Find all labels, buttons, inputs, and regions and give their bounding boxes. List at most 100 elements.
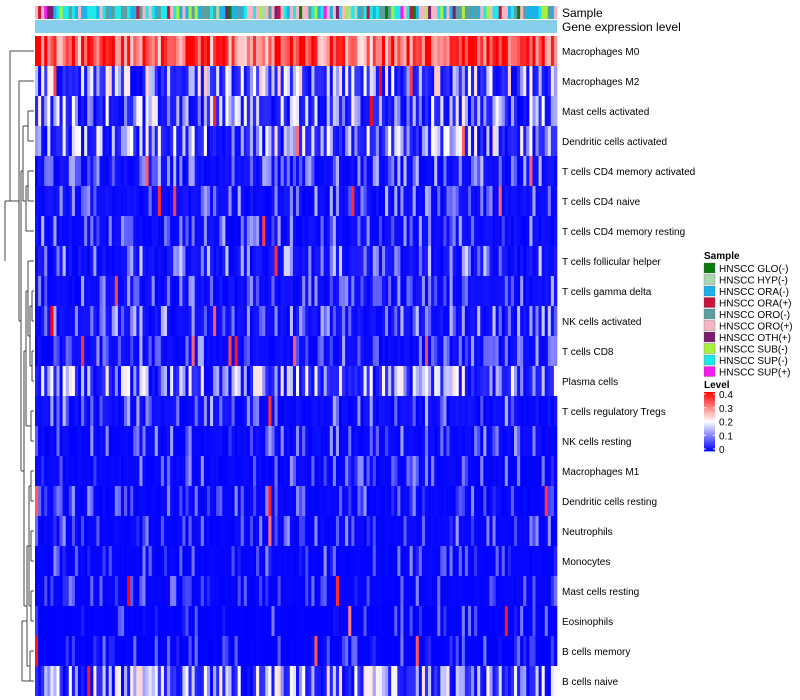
heatmap-cell [74,486,79,516]
heatmap-cell [431,606,435,636]
heatmap-cell [323,36,328,66]
heatmap-cell [120,66,125,96]
heatmap-cell [357,66,361,96]
heatmap-cell [117,636,122,666]
heatmap-cell [271,216,275,246]
heatmap-cell [489,456,493,486]
heatmap-cell [308,186,312,216]
heatmap-cell [240,606,245,636]
heatmap-cell [87,666,91,696]
heatmap-cell [434,276,438,306]
heatmap-cell [253,636,257,666]
heatmap-cell [394,126,398,156]
sample-annotation-cell [523,6,527,19]
heatmap-cell [268,336,272,366]
heatmap-cell [163,216,168,246]
heatmap-cell [403,66,407,96]
heatmap-cell [323,336,328,366]
heatmap-cell [474,636,478,666]
heatmap-cell [216,306,220,336]
heatmap-cell [544,396,549,426]
heatmap-cell [93,336,97,366]
heatmap-cell [136,96,140,126]
heatmap-cell [467,426,472,456]
heatmap-cell [170,96,174,126]
heatmap-cell [495,456,499,486]
heatmap-cell [360,156,364,186]
heatmap-cell [65,36,70,66]
heatmap-cell [243,66,248,96]
heatmap-cell [428,516,432,546]
heatmap-cell [160,186,165,216]
heatmap-cell [342,486,346,516]
heatmap-cell [259,306,263,336]
heatmap-cell [283,336,288,366]
heatmap-cell [480,246,484,276]
heatmap-cell [246,396,251,426]
heatmap-cell [188,366,192,396]
heatmap-cell [446,126,450,156]
heatmap-cell [471,576,475,606]
heatmap-cell [231,546,235,576]
heatmap-cell [283,516,288,546]
heatmap-cell [253,216,257,246]
heatmap-cell [41,276,45,306]
heatmap-cell [167,546,171,576]
heatmap-cell [71,336,76,366]
heatmap-cell [526,666,530,696]
heatmap-cell [323,276,328,306]
heatmap-cell [311,216,315,246]
heatmap-cell [145,186,149,216]
heatmap-cell [133,276,137,306]
heatmap-cell [412,126,417,156]
heatmap-cell [378,606,383,636]
heatmap-cell [243,456,248,486]
heatmap-cell [65,126,70,156]
heatmap-cell [326,516,331,546]
heatmap-cell [145,666,149,696]
heatmap-cell [517,366,521,396]
heatmap-cell [259,156,263,186]
heatmap-cell [87,306,91,336]
heatmap-cell [357,186,361,216]
heatmap-cell [90,336,94,366]
heatmap-cell [179,396,183,426]
sample-annotation-cell [434,6,438,19]
heatmap-cell [108,396,113,426]
heatmap-cell [338,66,343,96]
heatmap-cell [286,576,291,606]
heatmap-cell [148,126,152,156]
heatmap-cell [81,246,85,276]
heatmap-cell [237,126,242,156]
heatmap-cell [56,306,60,336]
heatmap-cell [400,666,404,696]
heatmap-cell [127,486,131,516]
heatmap-cell [338,96,343,126]
heatmap-cell [492,126,496,156]
heatmap-cell [117,336,122,366]
heatmap-cell [385,546,389,576]
heatmap-cell [259,486,263,516]
heatmap-cell [268,366,272,396]
heatmap-cell [464,246,469,276]
heatmap-cell [117,96,122,126]
sample-annotation-cell [222,6,226,19]
heatmap-cell [157,36,162,66]
heatmap-cell [114,156,119,186]
heatmap-cell [308,396,312,426]
heatmap-cell [299,486,303,516]
heatmap-cell [283,276,288,306]
heatmap-cell [526,276,530,306]
dendrogram-branch [16,80,34,322]
heatmap-cell [50,246,54,276]
heatmap-cell [329,36,334,66]
heatmap-cell [332,606,337,636]
heatmap-cell [99,456,103,486]
heatmap-cell [200,126,205,156]
heatmap-cell [308,246,312,276]
heatmap-cell [240,36,245,66]
heatmap-cell [409,546,413,576]
heatmap-cell [492,426,496,456]
heatmap-cell [71,456,76,486]
